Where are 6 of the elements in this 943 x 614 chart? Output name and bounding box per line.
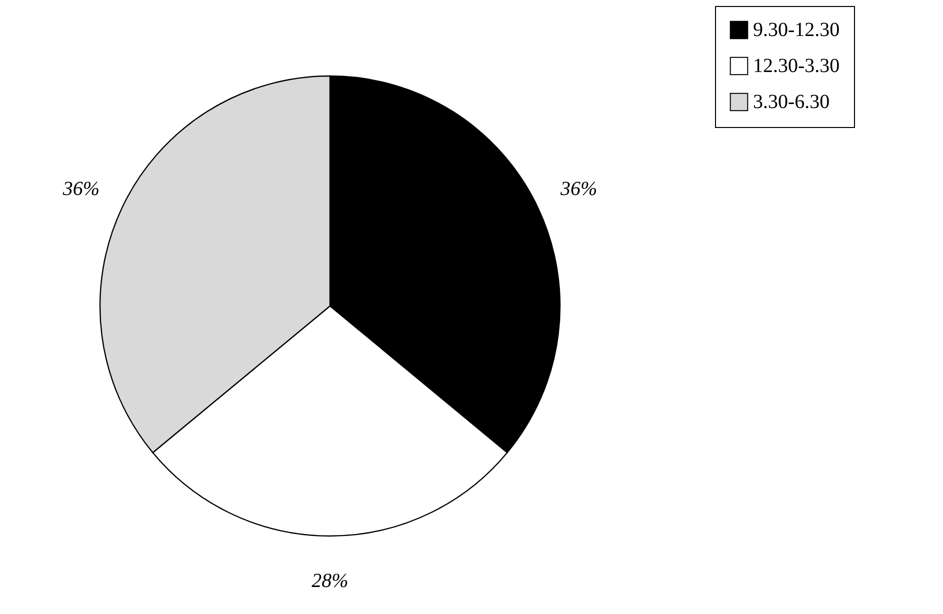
legend-label: 9.30-12.30 bbox=[753, 19, 840, 41]
data-label: 36% bbox=[559, 178, 598, 200]
legend-label: 12.30-3.30 bbox=[753, 55, 840, 77]
data-label: 36% bbox=[62, 178, 100, 200]
legend-label: 3.30-6.30 bbox=[753, 91, 830, 113]
data-label: 28% bbox=[312, 570, 348, 592]
